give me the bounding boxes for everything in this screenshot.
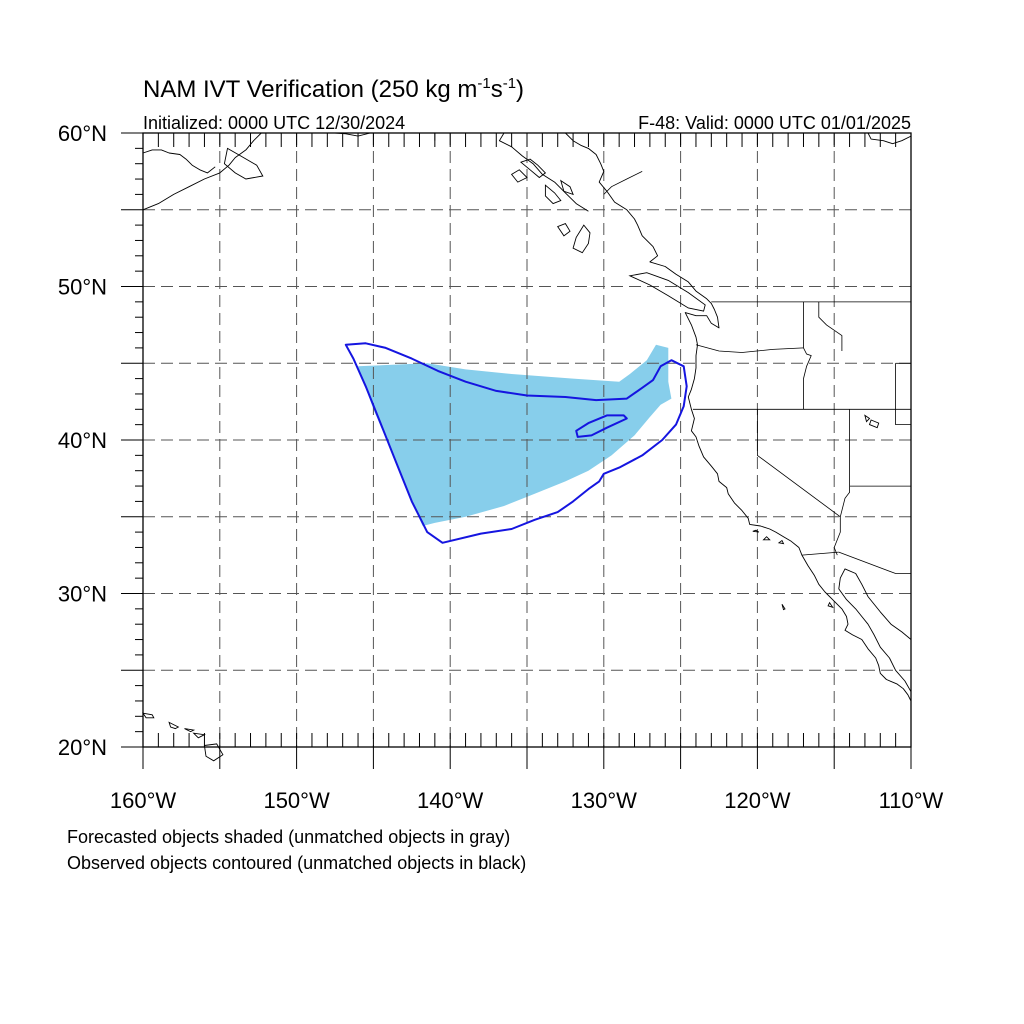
title-main: NAM IVT Verification (250 kg m (143, 76, 477, 103)
island-outline (628, 272, 706, 312)
lat-label: 50°N (58, 275, 107, 300)
island-outline (781, 603, 786, 611)
lon-label: 110°W (879, 788, 944, 813)
coastline (142, 132, 262, 211)
lon-label: 120°W (724, 788, 791, 813)
island-outline (519, 158, 547, 179)
legend-observed-note: Observed objects contoured (unmatched ob… (67, 853, 526, 873)
title-close: ) (516, 76, 524, 103)
island-outline (752, 529, 760, 533)
island-outline (762, 536, 771, 541)
observed-objects-layer (344, 342, 688, 544)
title-exp2: -1 (503, 75, 516, 92)
lon-label: 140°W (417, 788, 484, 813)
island-outline (864, 414, 871, 423)
political-border (833, 516, 841, 556)
lon-label: 130°W (571, 788, 638, 813)
island-outline (544, 184, 562, 205)
subtitle-initialized: Initialized: 0000 UTC 12/30/2024 (143, 113, 405, 133)
political-border (803, 301, 812, 410)
chart-title: NAM IVT Verification (250 kg m-1s-1) (143, 75, 524, 103)
title-mid: s (491, 76, 503, 103)
coastline-layer (142, 132, 912, 762)
observed-inner-contour (575, 414, 628, 438)
political-border (801, 551, 839, 556)
island-outline (192, 732, 206, 739)
political-border (838, 551, 911, 574)
political-border (757, 409, 841, 518)
title-exp1: -1 (477, 75, 490, 92)
political-border (695, 344, 804, 353)
island-outline (572, 224, 591, 254)
political-border (603, 171, 643, 195)
grid-lines-layer (143, 133, 911, 747)
island-outline (184, 728, 196, 733)
coastline (867, 132, 912, 145)
island-outline (777, 539, 785, 545)
observed-main-contour (344, 342, 688, 544)
island-outline (868, 419, 880, 429)
political-border (818, 301, 843, 351)
legend-notes: Forecasted objects shaded (unmatched obj… (67, 827, 526, 873)
legend-forecast-note: Forecasted objects shaded (unmatched obj… (67, 827, 510, 847)
coastline (838, 568, 912, 692)
forecast-objects-layer (358, 344, 672, 526)
coastline (142, 149, 216, 174)
chart-title-group: NAM IVT Verification (250 kg m-1s-1) Ini… (143, 75, 911, 133)
forecast-object-shaded (358, 344, 672, 526)
island-outline (142, 712, 155, 719)
island-outline (168, 721, 180, 730)
political-border (895, 363, 911, 425)
subtitle-valid: F-48: Valid: 0000 UTC 01/01/2025 (638, 113, 911, 133)
lon-label: 160°W (110, 788, 177, 813)
coastline (498, 132, 589, 212)
lat-label: 20°N (58, 735, 107, 760)
lon-label: 150°W (263, 788, 330, 813)
island-outline (557, 223, 571, 237)
lat-label: 30°N (58, 582, 107, 607)
island-outline (223, 147, 264, 180)
lat-label: 60°N (58, 121, 107, 146)
coastline (565, 132, 912, 702)
axis-ticks-layer (121, 132, 912, 769)
island-outline (827, 601, 834, 609)
axis-labels-layer: 20°N 30°N 40°N 50°N 60°N 160°W 150°W 140°W 130°W… (58, 121, 944, 813)
lat-label: 40°N (58, 428, 107, 453)
island-outline (510, 169, 528, 183)
island-outline (560, 179, 574, 196)
political-border (839, 409, 850, 517)
island-outline (203, 743, 224, 762)
